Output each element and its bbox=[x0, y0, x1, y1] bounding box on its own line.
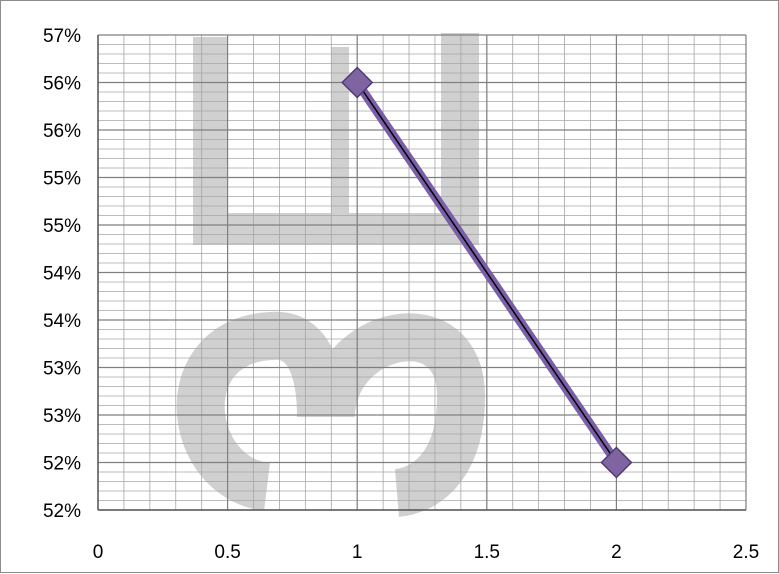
y-tick-label: 56% bbox=[43, 121, 81, 142]
data-series bbox=[341, 66, 633, 479]
y-tick-label: 56% bbox=[43, 74, 81, 95]
y-tick-label: 55% bbox=[43, 169, 81, 190]
data-point-marker bbox=[600, 446, 633, 479]
y-tick-label: 53% bbox=[43, 359, 81, 380]
series-line-core bbox=[356, 82, 618, 463]
y-tick-label: 53% bbox=[43, 406, 81, 427]
y-tick-label: 52% bbox=[43, 501, 81, 522]
y-tick-label: 55% bbox=[43, 216, 81, 237]
x-tick-label: 0.5 bbox=[214, 542, 240, 563]
x-tick-label: 0 bbox=[93, 542, 104, 563]
y-tick-label: 54% bbox=[43, 264, 81, 285]
y-axis-tick-labels: 57% 56% 56% 55% 55% 54% 54% 53% 53% 52% 52% bbox=[43, 26, 81, 522]
x-tick-label: 1 bbox=[352, 542, 363, 563]
major-gridlines bbox=[97, 34, 747, 511]
y-tick-label: 57% bbox=[43, 26, 81, 47]
x-tick-label: 2 bbox=[611, 542, 622, 563]
x-axis-tick-labels: 0 0.5 1 1.5 2 2.5 bbox=[93, 542, 760, 563]
axes bbox=[97, 35, 746, 511]
x-tick-label: 1.5 bbox=[474, 542, 500, 563]
y-tick-label: 52% bbox=[43, 454, 81, 475]
watermark-logo bbox=[176, 33, 486, 517]
data-point-marker bbox=[341, 66, 374, 99]
x-tick-label: 2.5 bbox=[733, 542, 759, 563]
y-tick-label: 54% bbox=[43, 311, 81, 332]
